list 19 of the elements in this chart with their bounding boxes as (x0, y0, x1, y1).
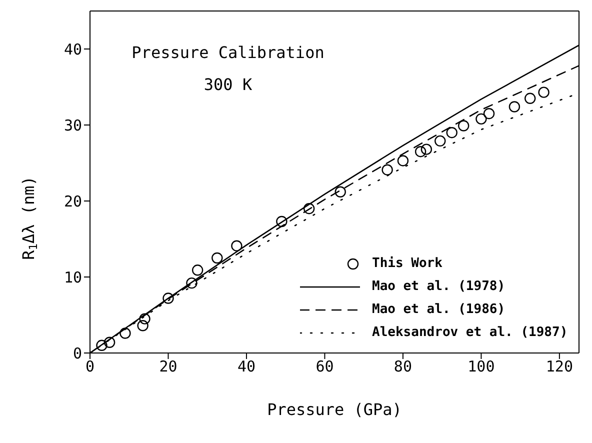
x-tick-label: 120 (546, 358, 573, 376)
annotation: Pressure Calibration (132, 43, 324, 62)
y-tick-label: 10 (64, 268, 82, 286)
annotation: 300 K (204, 75, 252, 94)
x-tick-label: 80 (394, 358, 412, 376)
legend-label: Mao et al. (1986) (372, 302, 506, 317)
x-tick-label: 20 (159, 358, 178, 376)
x-tick-label: 60 (316, 358, 334, 376)
y-tick-label: 20 (64, 192, 82, 210)
x-axis-title: Pressure (GPa) (267, 400, 402, 419)
x-tick-label: 100 (468, 358, 495, 376)
x-tick-label: 0 (85, 358, 95, 376)
legend-label: Mao et al. (1978) (372, 279, 506, 294)
y-tick-label: 0 (72, 344, 82, 362)
legend-label: This Work (372, 256, 442, 271)
y-tick-label: 30 (64, 116, 82, 134)
y-tick-label: 40 (64, 40, 82, 58)
legend-label: Aleksandrov et al. (1987) (372, 325, 568, 340)
x-tick-label: 40 (237, 358, 256, 376)
